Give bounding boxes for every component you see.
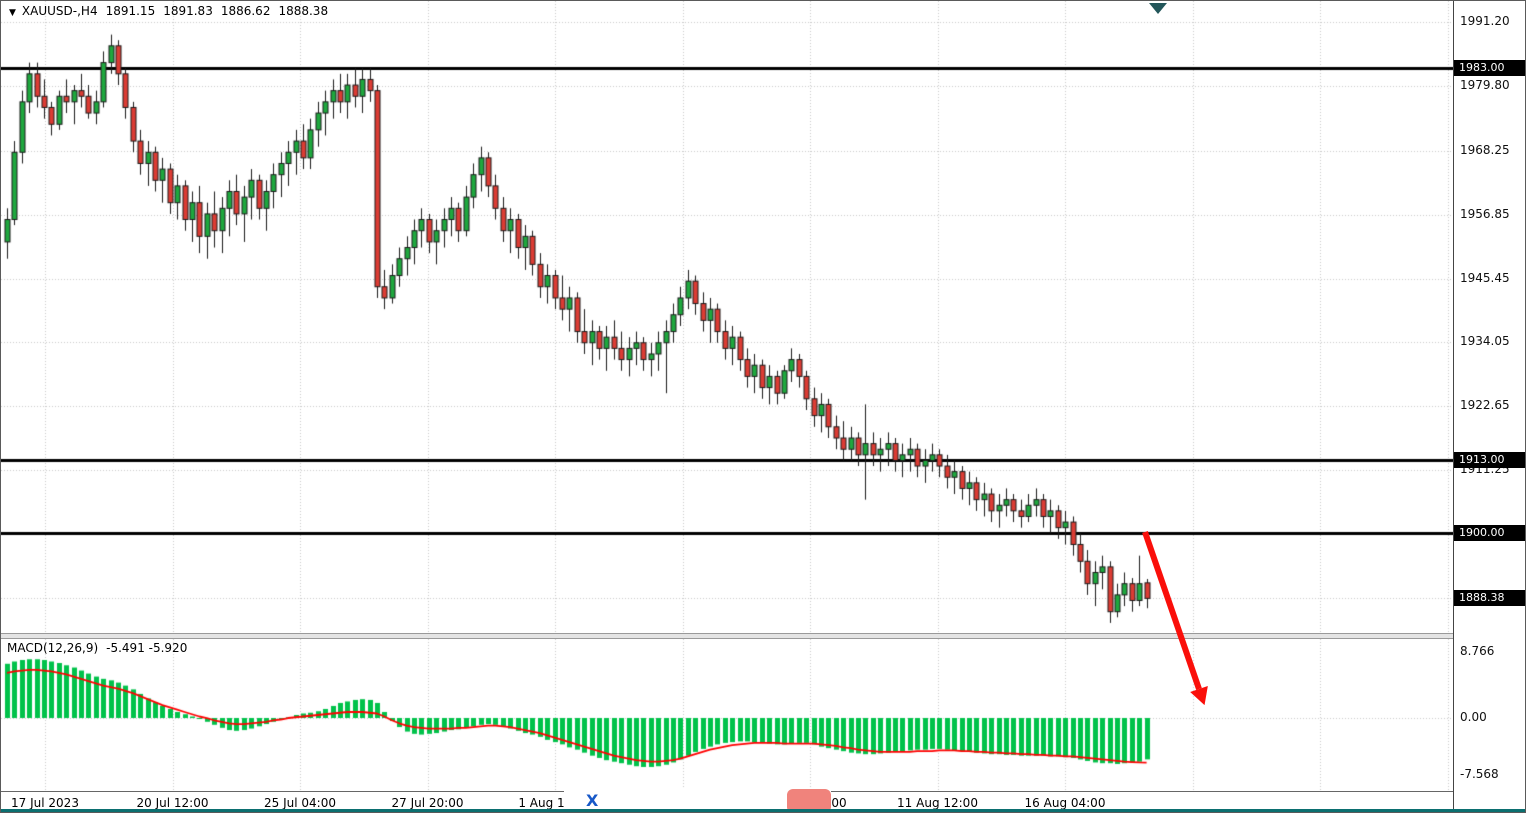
time-axis-label: 17 Jul 2023 xyxy=(11,796,79,810)
chart-shift-marker-icon[interactable] xyxy=(1149,3,1167,14)
time-axis-label: 20 Jul 12:00 xyxy=(136,796,209,810)
macd-axis-label: 8.766 xyxy=(1460,643,1495,658)
ohlc-open: 1891.15 xyxy=(105,4,156,18)
price-axis-label: 1979.80 xyxy=(1460,78,1510,93)
macd-name: MACD(12,26,9) xyxy=(7,641,99,655)
price-axis-label: 1945.45 xyxy=(1460,270,1510,285)
symbol-dropdown-icon[interactable]: ▼ xyxy=(9,8,16,18)
watermark-logo-shape xyxy=(787,789,831,812)
symbol-ohlc-header: ▼ XAUUSD-,H4 1891.15 1891.83 1886.62 1888.38 xyxy=(9,4,328,18)
price-axis-label: 1991.20 xyxy=(1460,14,1510,29)
price-scale[interactable]: 1991.20 1979.80 1968.25 1956.85 1945.45 1934.… xyxy=(1453,1,1525,812)
price-level-badge: 1900.00 xyxy=(1454,525,1525,542)
watermark-overlay: X xyxy=(564,788,831,812)
macd-axis-label: 0.00 xyxy=(1460,710,1487,724)
price-level-badge: 1983.00 xyxy=(1454,60,1525,77)
window-edge-strip xyxy=(1,809,1525,812)
price-axis-label: 1956.85 xyxy=(1460,206,1510,221)
macd-axis-label: -7.568 xyxy=(1460,767,1499,782)
panel-splitter[interactable] xyxy=(1,633,1453,639)
macd-values: -5.491 -5.920 xyxy=(106,641,188,655)
ohlc-low: 1886.62 xyxy=(220,4,271,18)
time-axis-label: 27 Jul 20:00 xyxy=(391,796,464,810)
price-axis-label: 1934.05 xyxy=(1460,334,1510,349)
candlestick-canvas[interactable] xyxy=(1,1,1453,633)
price-axis-label: 1922.65 xyxy=(1460,398,1510,413)
symbol-timeframe-label: XAUUSD-,H4 xyxy=(21,4,98,18)
macd-panel[interactable] xyxy=(1,639,1453,791)
time-axis-label: 11 Aug 12:00 xyxy=(897,796,978,810)
macd-canvas[interactable] xyxy=(1,639,1453,791)
time-axis-label: 16 Aug 04:00 xyxy=(1024,796,1106,810)
price-chart-area[interactable] xyxy=(1,1,1453,633)
price-level-badge: 1913.00 xyxy=(1454,452,1525,469)
time-axis-label: 25 Jul 04:00 xyxy=(264,796,336,810)
watermark-x-letter: X xyxy=(586,791,599,810)
price-axis-label: 1968.25 xyxy=(1460,142,1510,157)
macd-indicator-label: MACD(12,26,9) -5.491 -5.920 xyxy=(7,641,187,655)
price-level-badge: 1888.38 xyxy=(1454,590,1525,607)
ohlc-high: 1891.83 xyxy=(163,4,213,18)
ohlc-close: 1888.38 xyxy=(278,4,329,18)
